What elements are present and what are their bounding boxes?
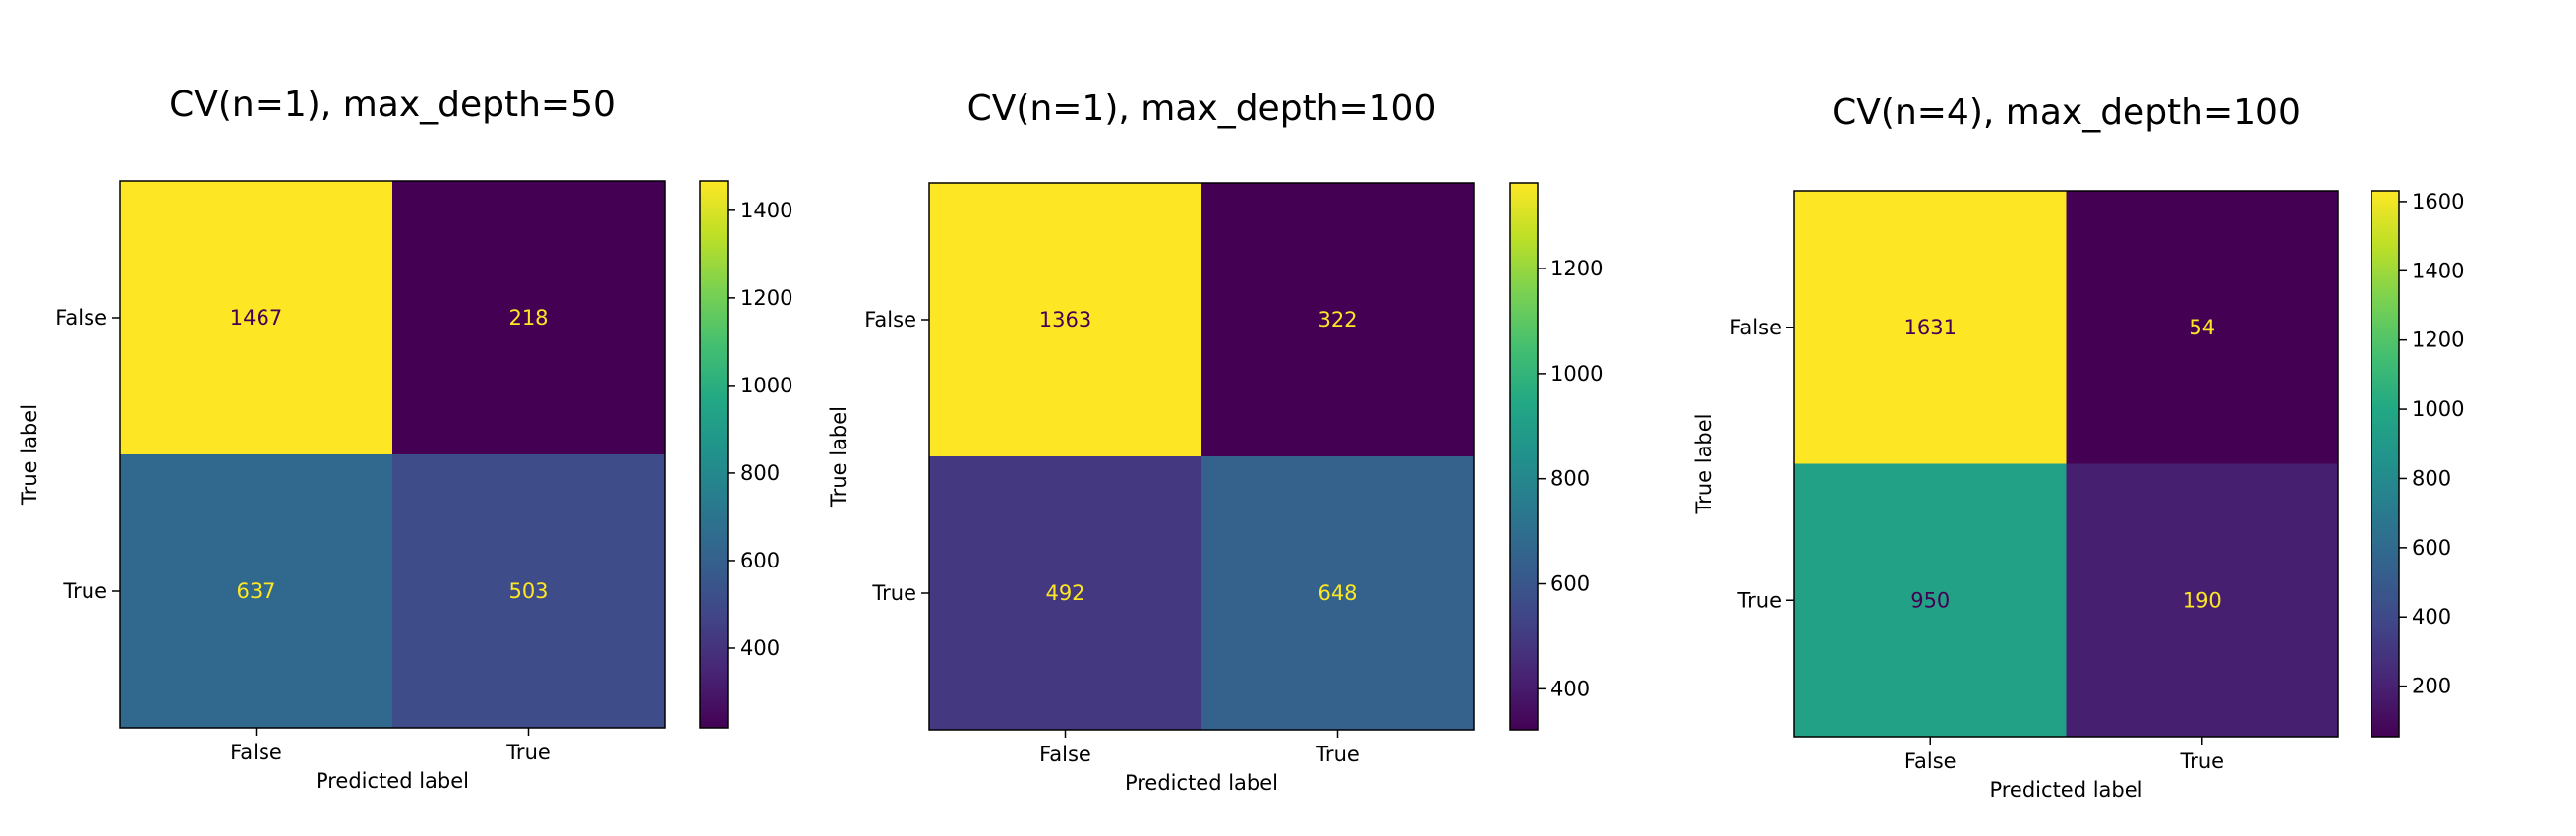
colorbar-tick-label: 1000: [740, 374, 792, 397]
confusion-matrix-panel-2: CV(n=1), max_depth=100 1363 322 492 648 False…: [827, 89, 1603, 795]
heatmap-cell-r0-c0: [120, 181, 392, 454]
x-tick-label: True: [2179, 749, 2224, 773]
confusion-matrix-panel-3: CV(n=4), max_depth=100 1631 54 950 190 False T…: [1692, 92, 2464, 802]
colorbar-tick-label: 1200: [740, 286, 792, 310]
cell-value-label-r1-c1: 503: [508, 579, 548, 603]
cell-value-label-r0-c1: 54: [2189, 316, 2215, 339]
axes-frame: [119, 180, 666, 729]
colorbar-tick-label: 800: [2412, 466, 2451, 490]
heatmap-cell-r1-c0: [120, 454, 392, 728]
chart-title: CV(n=1), max_depth=50: [169, 85, 615, 125]
cell-value-label-r1-c1: 190: [2183, 588, 2222, 612]
cell-value-label-r0-c1: 322: [1317, 308, 1357, 331]
y-tick-label: True: [62, 579, 107, 603]
y-tick-label: False: [864, 308, 916, 331]
y-axis-label: True label: [18, 404, 41, 506]
chart-title: CV(n=4), max_depth=100: [1832, 92, 2301, 133]
x-tick-label: True: [505, 741, 551, 764]
colorbar-tick-label: 600: [2412, 536, 2451, 560]
cell-value-label-r1-c0: 492: [1045, 581, 1084, 605]
x-axis-label: Predicted label: [316, 769, 469, 793]
confusion-matrix-panel-1: CV(n=1), max_depth=50 1467 218 637 503 False T…: [18, 85, 792, 793]
x-tick-label: False: [1039, 743, 1091, 766]
heatmap-cell-r1-c1: [392, 454, 665, 728]
colorbar-tick-label: 800: [1551, 467, 1590, 491]
x-axis-label: Predicted label: [1989, 778, 2142, 802]
x-axis-label: Predicted label: [1125, 771, 1278, 795]
cell-value-label-r1-c0: 637: [236, 579, 275, 603]
cell-value-label-r1-c0: 950: [1910, 588, 1950, 612]
cell-value-label-r0-c0: 1363: [1039, 308, 1091, 331]
y-axis-label: True label: [1692, 413, 1716, 514]
colorbar: [1509, 182, 1539, 731]
y-tick-label: True: [871, 581, 916, 605]
colorbar-tick-label: 200: [2412, 675, 2451, 698]
colorbar: [2371, 190, 2400, 738]
colorbar-tick-label: 400: [740, 636, 780, 660]
cell-value-label-r0-c1: 218: [508, 306, 548, 329]
colorbar-tick-label: 1400: [2412, 259, 2464, 282]
heatmap-cell-r0-c0: [929, 183, 1201, 456]
x-tick-label: False: [230, 741, 282, 764]
colorbar-tick-label: 400: [2412, 605, 2451, 628]
axes-frame: [928, 182, 1475, 731]
x-tick-label: False: [1904, 749, 1957, 773]
heatmap-cell-r0-c0: [1794, 191, 2067, 464]
cell-value-label-r0-c0: 1631: [1904, 316, 1957, 339]
colorbar-tick-label: 1200: [1551, 257, 1603, 280]
colorbar: [699, 180, 729, 729]
colorbar-tick-label: 800: [740, 461, 780, 485]
y-tick-label: True: [1736, 588, 1782, 612]
colorbar-tick-label: 1000: [1551, 362, 1603, 386]
colorbar-tick-label: 600: [1551, 572, 1590, 596]
cell-value-label-r0-c0: 1467: [230, 306, 282, 329]
chart-title: CV(n=1), max_depth=100: [967, 89, 1436, 129]
heatmap-cell-r0-c1: [1201, 183, 1474, 456]
axes-frame: [1793, 190, 2339, 738]
y-tick-label: False: [55, 306, 107, 329]
y-axis-label: True label: [827, 406, 850, 508]
colorbar-tick-label: 1200: [2412, 328, 2464, 352]
heatmap-cell-r1-c0: [1794, 463, 2067, 737]
heatmap-cell-r1-c0: [929, 456, 1201, 730]
colorbar-tick-label: 1000: [2412, 397, 2464, 421]
y-tick-label: False: [1729, 316, 1782, 339]
colorbar-tick-label: 400: [1551, 677, 1590, 700]
colorbar-tick-label: 1400: [740, 199, 792, 222]
heatmap-cell-r0-c1: [2066, 191, 2338, 464]
heatmap-cell-r0-c1: [392, 181, 665, 454]
colorbar-tick-label: 600: [740, 549, 780, 572]
heatmap-cell-r1-c1: [1201, 456, 1474, 730]
x-tick-label: True: [1315, 743, 1360, 766]
colorbar-tick-label: 1600: [2412, 190, 2464, 213]
heatmap-cell-r1-c1: [2066, 463, 2338, 737]
cell-value-label-r1-c1: 648: [1317, 581, 1357, 605]
